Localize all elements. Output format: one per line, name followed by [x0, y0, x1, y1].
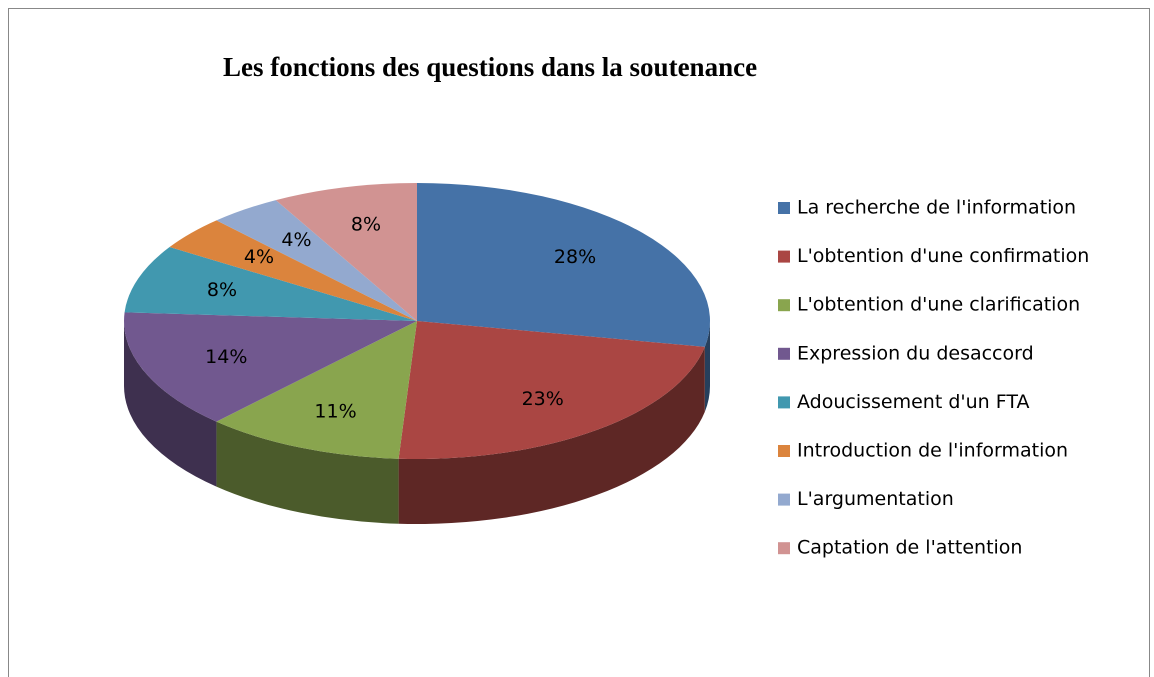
data-label: 23%	[522, 388, 564, 410]
data-label: 8%	[207, 279, 237, 301]
legend-swatch	[778, 299, 790, 312]
legend-swatch	[778, 202, 790, 214]
legend-swatch	[778, 396, 790, 409]
legend-swatch	[778, 347, 790, 360]
slice	[275, 183, 417, 321]
legend-label: Expression du desaccord	[797, 342, 1034, 364]
slice-side	[216, 421, 399, 524]
data-label: 11%	[314, 401, 356, 423]
slice	[124, 312, 417, 422]
legend-label: L'argumentation	[797, 488, 954, 510]
slice	[216, 321, 417, 459]
legend-label: L'obtention d'une confirmation	[797, 245, 1089, 267]
legend-swatch	[778, 542, 790, 555]
slice-side	[398, 346, 705, 524]
data-label: 14%	[205, 346, 247, 368]
legend-label: L'obtention d'une clarification	[797, 294, 1080, 316]
slice	[417, 183, 710, 347]
slice-side	[704, 321, 710, 412]
data-label: 4%	[281, 229, 311, 251]
slice	[124, 247, 417, 321]
legend-swatch	[778, 445, 790, 457]
slice	[169, 220, 417, 321]
data-label: 8%	[351, 213, 381, 235]
chart-title: Les fonctions des questions dans la sout…	[223, 52, 757, 82]
legend-label: Captation de l'attention	[797, 537, 1022, 559]
legend-label: La recherche de l'information	[797, 197, 1076, 219]
legend-swatch	[778, 493, 790, 506]
legend-label: Adoucissement d'un FTA	[797, 391, 1029, 413]
data-label: 4%	[244, 246, 274, 268]
slice-side	[124, 321, 217, 487]
slice	[216, 200, 417, 321]
legend-swatch	[778, 250, 790, 263]
data-label: 28%	[554, 246, 596, 268]
slice	[398, 321, 705, 460]
legend-label: Introduction de l'information	[797, 440, 1068, 462]
